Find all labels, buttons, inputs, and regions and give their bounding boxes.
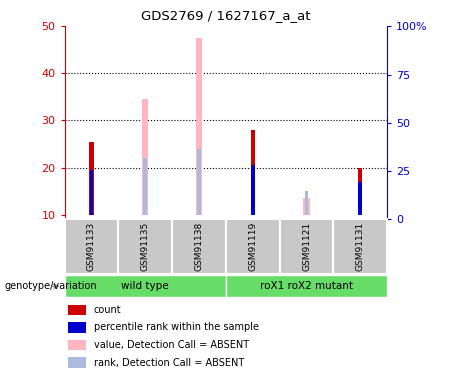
Bar bbox=[68, 322, 86, 333]
Text: GSM91138: GSM91138 bbox=[195, 222, 203, 271]
Text: GSM91135: GSM91135 bbox=[141, 222, 150, 271]
Bar bbox=[359, 182, 362, 214]
Bar bbox=[226, 219, 280, 274]
Bar bbox=[143, 158, 147, 214]
Bar bbox=[172, 219, 226, 274]
Bar bbox=[333, 219, 387, 274]
Bar bbox=[251, 130, 255, 214]
Text: GSM91131: GSM91131 bbox=[356, 222, 365, 271]
Bar bbox=[142, 99, 148, 214]
Bar bbox=[197, 149, 201, 214]
Bar bbox=[89, 170, 93, 214]
Bar bbox=[226, 275, 387, 297]
Bar bbox=[305, 191, 308, 214]
Bar bbox=[68, 357, 86, 368]
Bar bbox=[118, 219, 172, 274]
Bar bbox=[65, 275, 226, 297]
Text: wild type: wild type bbox=[121, 281, 169, 291]
Bar bbox=[196, 38, 202, 214]
Bar bbox=[89, 142, 94, 214]
Text: GSM91133: GSM91133 bbox=[87, 222, 96, 271]
Text: GDS2769 / 1627167_a_at: GDS2769 / 1627167_a_at bbox=[141, 9, 311, 22]
Bar bbox=[251, 165, 254, 214]
Bar bbox=[280, 219, 333, 274]
Text: rank, Detection Call = ABSENT: rank, Detection Call = ABSENT bbox=[94, 358, 244, 368]
Bar bbox=[359, 177, 362, 214]
Text: percentile rank within the sample: percentile rank within the sample bbox=[94, 322, 259, 333]
Bar bbox=[358, 168, 362, 214]
Text: value, Detection Call = ABSENT: value, Detection Call = ABSENT bbox=[94, 340, 248, 350]
Text: GSM91119: GSM91119 bbox=[248, 222, 257, 271]
Bar bbox=[65, 219, 118, 274]
Text: roX1 roX2 mutant: roX1 roX2 mutant bbox=[260, 281, 353, 291]
Text: GSM91121: GSM91121 bbox=[302, 222, 311, 271]
Text: count: count bbox=[94, 305, 121, 315]
Bar bbox=[68, 340, 86, 350]
Text: genotype/variation: genotype/variation bbox=[5, 281, 97, 291]
Bar bbox=[68, 305, 86, 315]
Bar bbox=[303, 198, 310, 214]
